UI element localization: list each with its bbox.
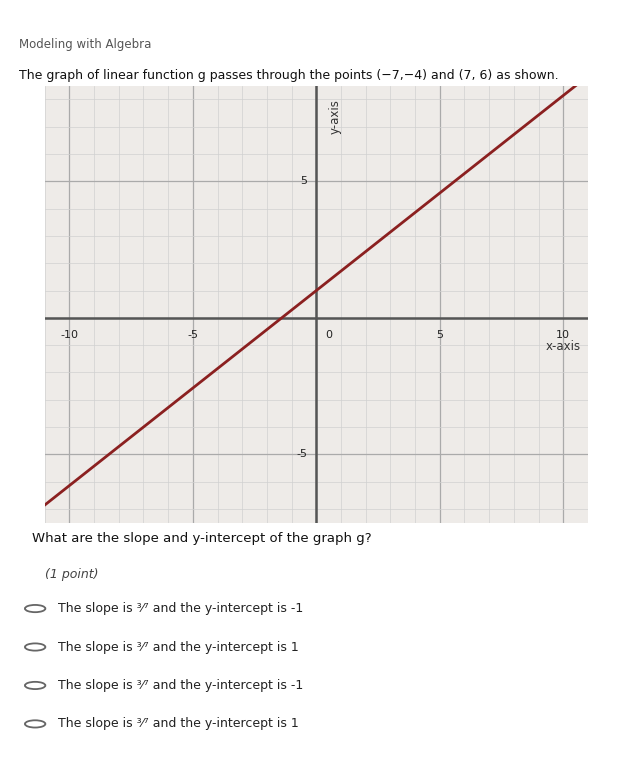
Text: The slope is ³⁄⁷ and the y-intercept is -1: The slope is ³⁄⁷ and the y-intercept is … xyxy=(58,679,303,692)
Text: The slope is ³⁄⁷ and the y-intercept is 1: The slope is ³⁄⁷ and the y-intercept is … xyxy=(58,640,298,654)
Text: x-axis: x-axis xyxy=(545,339,580,353)
Text: y-axis: y-axis xyxy=(328,99,342,134)
Text: 5: 5 xyxy=(301,176,307,186)
Text: (1 point): (1 point) xyxy=(45,568,98,581)
Text: The slope is ³⁄⁷ and the y-intercept is 1: The slope is ³⁄⁷ and the y-intercept is … xyxy=(58,718,298,730)
Text: -5: -5 xyxy=(187,330,198,340)
Text: The graph of linear function g passes through the points (−7,−4) and (7, 6) as s: The graph of linear function g passes th… xyxy=(19,69,558,83)
Text: -5: -5 xyxy=(296,449,307,459)
Text: 0: 0 xyxy=(325,330,332,340)
Text: The slope is ³⁄⁷ and the y-intercept is -1: The slope is ³⁄⁷ and the y-intercept is … xyxy=(58,602,303,615)
Text: 10: 10 xyxy=(556,330,570,340)
Text: What are the slope and y-intercept of the graph g?: What are the slope and y-intercept of th… xyxy=(32,532,371,544)
Text: -10: -10 xyxy=(61,330,79,340)
Text: Modeling with Algebra: Modeling with Algebra xyxy=(19,38,151,51)
Text: 5: 5 xyxy=(436,330,443,340)
